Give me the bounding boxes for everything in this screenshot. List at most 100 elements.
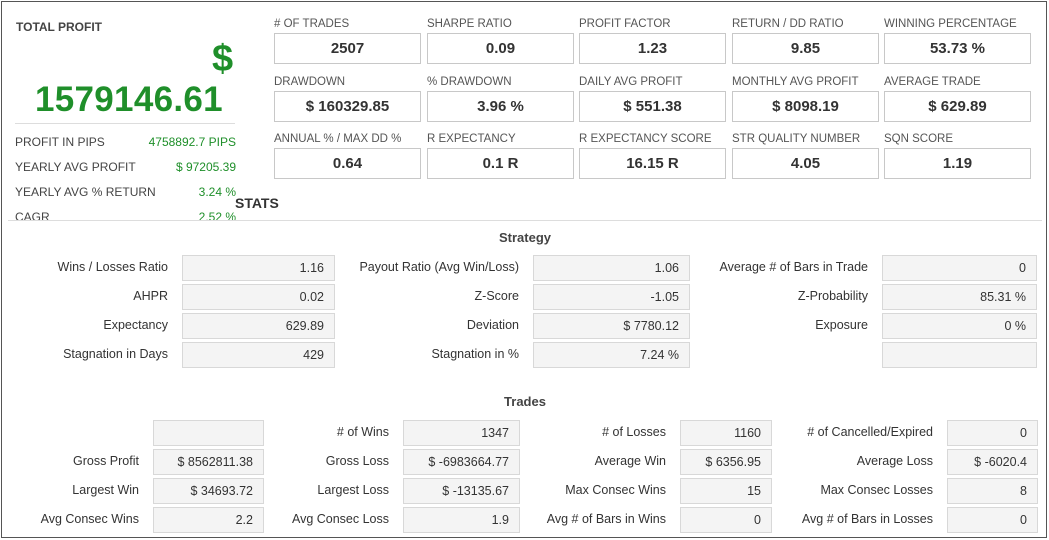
stat-label: Average # of Bars in Trade	[719, 260, 868, 274]
metric-value: 4.05	[732, 148, 879, 179]
stat-label: # of Cancelled/Expired	[807, 425, 933, 439]
stat-value: 0	[947, 507, 1038, 533]
stat-label	[696, 342, 868, 367]
stat-label: Wins / Losses Ratio	[57, 260, 168, 274]
stat-label: Max Consec Wins	[565, 483, 666, 497]
metric-value: 0.09	[427, 33, 574, 64]
stat-label: Payout Ratio (Avg Win/Loss)	[359, 260, 519, 274]
stat-value: $ 6356.95	[680, 449, 772, 475]
metric-label: DRAWDOWN	[274, 76, 346, 88]
stat-value: $ 7780.12	[533, 313, 690, 339]
stat-label: Z-Probability	[797, 289, 868, 303]
metric-value: 53.73 %	[884, 33, 1031, 64]
metric-value: 9.85	[732, 33, 879, 64]
metric-label: RETURN / DD RATIO	[732, 18, 844, 30]
metric-monthly-avg-profit: MONTHLY AVG PROFIT $ 8098.19	[732, 75, 879, 122]
summary-label: CAGR	[15, 209, 50, 224]
stat-value: 1.16	[182, 255, 335, 281]
stat-value: 8	[947, 478, 1038, 504]
stat-label: Max Consec Losses	[820, 483, 933, 497]
stat-label: Z-Score	[474, 289, 519, 303]
stat-value: 429	[182, 342, 335, 368]
stat-value: $ 34693.72	[153, 478, 264, 504]
stat-label: Largest Win	[72, 483, 139, 497]
stat-value: 7.24 %	[533, 342, 690, 368]
metric-value: $ 551.38	[579, 91, 726, 122]
metric-label: ANNUAL % / MAX DD %	[274, 133, 402, 145]
metric-value: $ 629.89	[884, 91, 1031, 122]
stat-label: Largest Loss	[317, 483, 389, 497]
stat-label: # of Wins	[336, 425, 389, 439]
metric-winning-percentage: WINNING PERCENTAGE 53.73 %	[884, 17, 1031, 64]
metric-label: DAILY AVG PROFIT	[579, 76, 683, 88]
stat-value	[153, 420, 264, 446]
stat-value: $ -6983664.77	[403, 449, 520, 475]
stat-value: -1.05	[533, 284, 690, 310]
stat-value: 629.89	[182, 313, 335, 339]
stat-value: 85.31 %	[882, 284, 1037, 310]
metric-sqn-score: SQN SCORE 1.19	[884, 132, 1031, 179]
stat-label: # of Losses	[602, 425, 666, 439]
metric-drawdown: DRAWDOWN $ 160329.85	[274, 75, 421, 122]
metric-label: STR QUALITY NUMBER	[732, 133, 861, 145]
stat-value	[882, 342, 1037, 368]
stat-label: Stagnation in %	[431, 347, 519, 361]
stat-value: 2.2	[153, 507, 264, 533]
metric-profit-factor: PROFIT FACTOR 1.23	[579, 17, 726, 64]
metric-label: PROFIT FACTOR	[579, 18, 671, 30]
metric-value: 0.1 R	[427, 148, 574, 179]
stat-value: 1.9	[403, 507, 520, 533]
stat-label: Stagnation in Days	[63, 347, 168, 361]
metric-value: 1.23	[579, 33, 726, 64]
stat-label: Avg Consec Wins	[40, 512, 139, 526]
total-profit-title: TOTAL PROFIT	[16, 20, 102, 34]
divider	[8, 220, 1042, 221]
stat-label	[12, 420, 139, 445]
metric-r-expectancy: R EXPECTANCY 0.1 R	[427, 132, 574, 179]
metric-value: $ 160329.85	[274, 91, 421, 122]
stat-value: 0	[882, 255, 1037, 281]
stat-value: 1.06	[533, 255, 690, 281]
stat-value: 1347	[403, 420, 520, 446]
stat-label: AHPR	[133, 289, 168, 303]
stat-value: 0.02	[182, 284, 335, 310]
stat-label: Expectancy	[103, 318, 168, 332]
summary-value: 4758892.7 PIPS	[148, 134, 236, 149]
summary-row: YEARLY AVG % RETURN 3.24 %	[15, 179, 236, 204]
metric-sharpe-ratio: SHARPE RATIO 0.09	[427, 17, 574, 64]
stat-label: Gross Loss	[325, 454, 389, 468]
stat-label: Average Loss	[856, 454, 933, 468]
metric-value: 16.15 R	[579, 148, 726, 179]
stat-label: Deviation	[466, 318, 519, 332]
profit-summary-list: PROFIT IN PIPS 4758892.7 PIPS YEARLY AVG…	[15, 129, 236, 229]
stat-label: Avg # of Bars in Wins	[546, 512, 666, 526]
metric-r-expectancy-score: R EXPECTANCY SCORE 16.15 R	[579, 132, 726, 179]
metric-label: MONTHLY AVG PROFIT	[732, 76, 859, 88]
stat-label: Avg Consec Loss	[291, 512, 389, 526]
metric-label: SQN SCORE	[884, 133, 954, 145]
metric-value: 1.19	[884, 148, 1031, 179]
strategy-title: Strategy	[498, 230, 552, 245]
stat-value: $ -13135.67	[403, 478, 520, 504]
stat-value: $ 8562811.38	[153, 449, 264, 475]
summary-row: CAGR 2.52 %	[15, 204, 236, 229]
summary-value: $ 97205.39	[175, 159, 236, 174]
stat-label: Exposure	[815, 318, 868, 332]
summary-value: 2.52 %	[198, 209, 236, 224]
metric-value: 2507	[274, 33, 421, 64]
trades-title: Trades	[504, 394, 546, 409]
summary-row: YEARLY AVG PROFIT $ 97205.39	[15, 154, 236, 179]
stat-label: Gross Profit	[73, 454, 139, 468]
metric-label: R EXPECTANCY	[427, 133, 516, 145]
stat-label: Avg # of Bars in Losses	[801, 512, 933, 526]
stat-label: Average Win	[594, 454, 666, 468]
metric-label: WINNING PERCENTAGE	[884, 18, 1017, 30]
metric-daily-avg-profit: DAILY AVG PROFIT $ 551.38	[579, 75, 726, 122]
metric-label: % DRAWDOWN	[427, 76, 512, 88]
metric-annual-max-dd: ANNUAL % / MAX DD % 0.64	[274, 132, 421, 179]
metric-label: R EXPECTANCY SCORE	[579, 133, 712, 145]
metric-str-quality-number: STR QUALITY NUMBER 4.05	[732, 132, 879, 179]
metric-return-dd-ratio: RETURN / DD RATIO 9.85	[732, 17, 879, 64]
stat-value: 0	[680, 507, 772, 533]
